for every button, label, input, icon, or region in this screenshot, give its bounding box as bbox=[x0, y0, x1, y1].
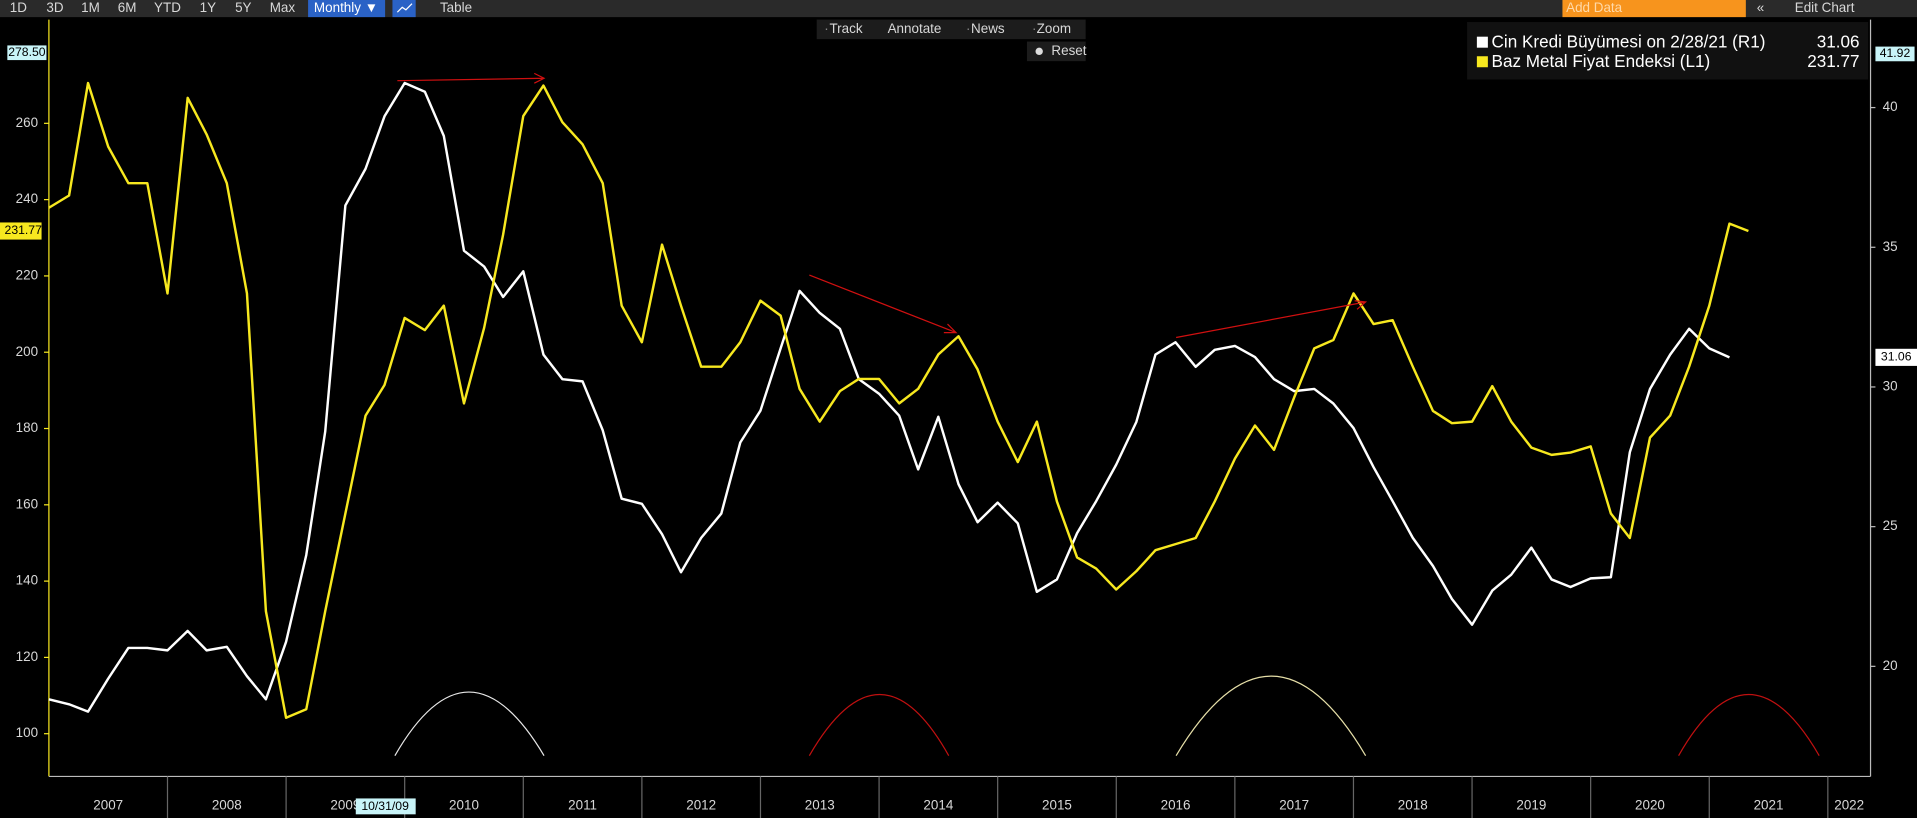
crosshair-box bbox=[355, 798, 416, 815]
high-label: 41.92 bbox=[1880, 46, 1911, 60]
add-data-field[interactable] bbox=[1562, 0, 1746, 18]
table-button[interactable]: Table bbox=[440, 0, 472, 15]
crosshair-date: 10/31/09 bbox=[361, 799, 409, 813]
range-button[interactable]: 1M bbox=[81, 0, 100, 15]
range-button[interactable]: 3D bbox=[46, 0, 63, 15]
legend-swatch bbox=[1476, 56, 1488, 68]
cycle-arc bbox=[394, 691, 545, 756]
tool-button[interactable]: Annotate bbox=[888, 21, 942, 36]
last-value-box bbox=[1875, 348, 1917, 366]
range-button[interactable]: 1D bbox=[10, 0, 27, 15]
legend-box bbox=[1467, 22, 1869, 80]
y2-tick-label: 20 bbox=[1883, 658, 1898, 673]
series-line bbox=[48, 81, 1749, 719]
last-value-box bbox=[0, 222, 42, 240]
y2-tick-label: 25 bbox=[1883, 518, 1898, 533]
tool-icon: · bbox=[966, 21, 970, 36]
lead-arrows bbox=[397, 72, 1368, 339]
y-tick-label: 180 bbox=[16, 420, 38, 435]
add-data-placeholder[interactable]: Add Data bbox=[1566, 0, 1623, 15]
x-tick-label: 2018 bbox=[1398, 797, 1428, 812]
y-tick-label: 240 bbox=[16, 191, 38, 206]
high-label: 278.50 bbox=[8, 45, 46, 59]
x-tick-label: 2019 bbox=[1516, 797, 1546, 812]
cycle-arc bbox=[1678, 693, 1820, 756]
tool-button[interactable]: Track bbox=[829, 21, 862, 36]
x-tick-label: 2013 bbox=[805, 797, 835, 812]
legend-value: 31.06 bbox=[1817, 32, 1860, 51]
series-line bbox=[48, 81, 1730, 713]
y2-tick-label: 30 bbox=[1883, 379, 1898, 394]
x-tick-label: 2011 bbox=[568, 797, 597, 812]
collapse-icon[interactable]: « bbox=[1757, 0, 1764, 15]
tool-button[interactable]: News bbox=[971, 21, 1005, 36]
x-tick-label: 2012 bbox=[686, 797, 716, 812]
x-tick-label: 2016 bbox=[1161, 797, 1191, 812]
high-box bbox=[7, 45, 47, 61]
y-tick-label: 200 bbox=[16, 344, 38, 359]
period-button[interactable] bbox=[308, 0, 386, 18]
legend-label: Baz Metal Fiyat Endeksi (L1) bbox=[1492, 52, 1711, 71]
arrow bbox=[809, 274, 958, 334]
range-button[interactable]: 5Y bbox=[235, 0, 251, 15]
tool-icon: · bbox=[824, 21, 828, 36]
y2-tick-label: 35 bbox=[1883, 239, 1898, 254]
reset-button[interactable] bbox=[1026, 41, 1086, 62]
x-tick-label: 2022 bbox=[1834, 797, 1864, 812]
x-tick-label: 2008 bbox=[212, 797, 242, 812]
chart-type-icon bbox=[396, 3, 413, 13]
reset-icon bbox=[1035, 47, 1043, 56]
x-tick-label: 2021 bbox=[1754, 797, 1784, 812]
cycle-arc bbox=[1175, 675, 1367, 756]
legend-swatch bbox=[1476, 36, 1488, 48]
x-tick-label: 2014 bbox=[923, 797, 953, 812]
last-value-label: 31.06 bbox=[1881, 350, 1912, 364]
tool-button[interactable]: Zoom bbox=[1037, 21, 1071, 36]
range-button[interactable]: YTD bbox=[154, 0, 181, 15]
reset-label[interactable]: Reset bbox=[1051, 43, 1086, 58]
tool-icon: · bbox=[893, 21, 897, 36]
x-tick-label: 2010 bbox=[449, 797, 479, 812]
y-tick-label: 160 bbox=[16, 496, 38, 511]
x-tick-label: 2009 bbox=[330, 797, 360, 812]
legend-value: 231.77 bbox=[1807, 52, 1859, 71]
y-tick-label: 100 bbox=[16, 725, 38, 740]
y-tick-label: 120 bbox=[16, 649, 38, 664]
x-tick-label: 2015 bbox=[1042, 797, 1072, 812]
tool-icon: · bbox=[1032, 21, 1036, 36]
y-tick-label: 220 bbox=[16, 267, 38, 282]
x-tick-label: 2017 bbox=[1279, 797, 1309, 812]
arrow bbox=[397, 72, 546, 84]
arrow bbox=[1176, 300, 1368, 339]
tools-bar bbox=[816, 19, 1086, 40]
toolbar bbox=[0, 0, 1917, 18]
y2-tick-label: 40 bbox=[1883, 99, 1898, 114]
range-button[interactable]: Max bbox=[270, 0, 296, 15]
last-value-label: 231.77 bbox=[5, 223, 43, 237]
edit-chart-button[interactable]: Edit Chart bbox=[1795, 0, 1855, 15]
period-label[interactable]: Monthly ▼ bbox=[314, 0, 378, 15]
x-tick-label: 2020 bbox=[1635, 797, 1665, 812]
high-box bbox=[1875, 46, 1915, 62]
range-button[interactable]: 6M bbox=[118, 0, 137, 15]
legend-label: Cin Kredi Büyümesi on 2/28/21 (R1) bbox=[1492, 32, 1766, 51]
x-tick-label: 2007 bbox=[93, 797, 123, 812]
range-button[interactable]: 1Y bbox=[200, 0, 216, 15]
cycle-arc bbox=[808, 693, 950, 756]
y-tick-label: 140 bbox=[16, 573, 38, 588]
y-tick-label: 260 bbox=[16, 115, 38, 130]
plot bbox=[44, 19, 1876, 818]
